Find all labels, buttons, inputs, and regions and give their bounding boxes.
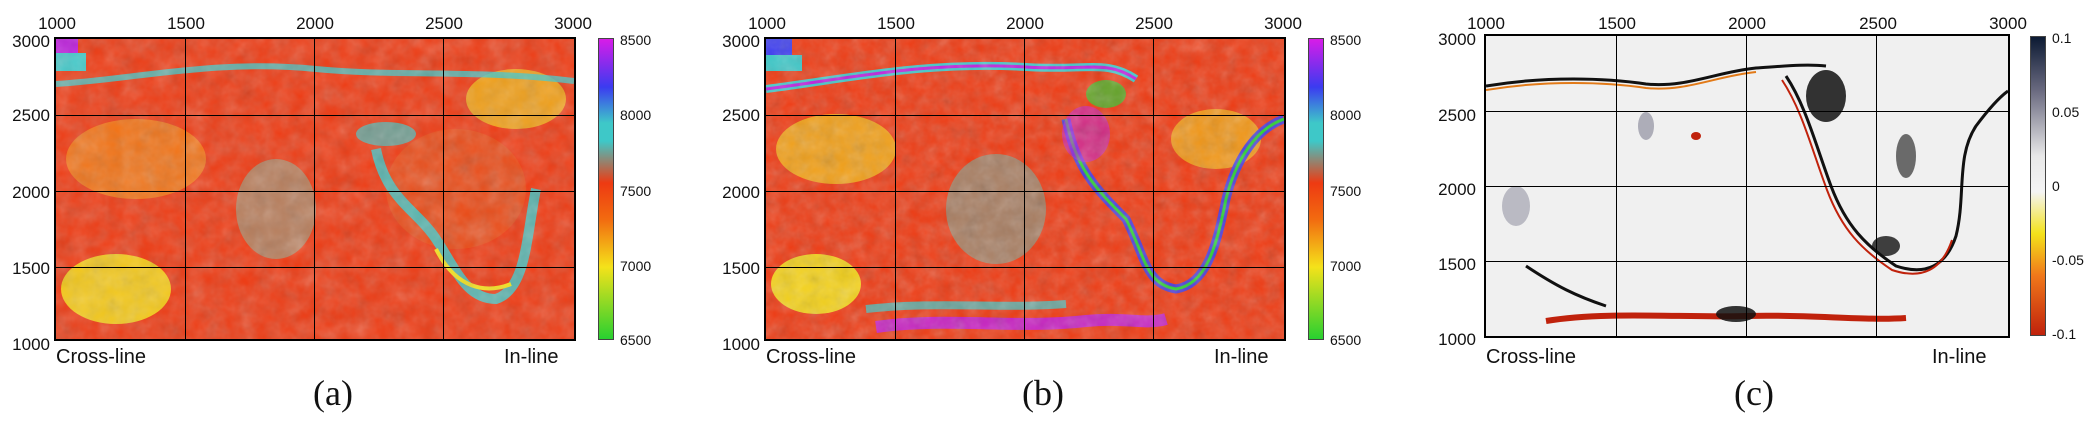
- x-tick: 1000: [1467, 14, 1505, 33]
- y-tick: 3000: [722, 32, 760, 51]
- difference-map-c: [1484, 34, 2010, 338]
- colorbar-b: [1308, 38, 1324, 340]
- y-tick: 2000: [722, 183, 760, 202]
- colorbar-tick: 6500: [620, 332, 652, 348]
- panel-a: 1000 1500 2000 2500 3000 3000 2500 2000 …: [0, 0, 651, 428]
- colorbar-tick: 8500: [1330, 32, 1362, 48]
- colorbar-tick: 8500: [620, 32, 652, 48]
- cross-line-label: Cross-line: [56, 346, 147, 368]
- y-tick: 1500: [722, 259, 760, 278]
- cross-line-label: Cross-line: [766, 346, 857, 368]
- in-line-label: In-line: [504, 346, 559, 368]
- y-tick: 2500: [722, 106, 760, 125]
- x-tick: 3000: [1264, 14, 1302, 33]
- colorbar-tick: 7000: [620, 258, 652, 274]
- x-tick: 2500: [425, 14, 463, 33]
- colorbar-tick: 0.1: [2052, 30, 2072, 46]
- y-tick: 2500: [12, 106, 50, 125]
- colorbar-tick: -0.1: [2052, 326, 2077, 342]
- velocity-map-a: [54, 37, 576, 341]
- velocity-map-a-image: [56, 39, 574, 339]
- in-line-label: In-line: [1214, 346, 1269, 368]
- colorbar-tick: 0: [2052, 178, 2060, 194]
- x-tick: 1500: [167, 14, 205, 33]
- x-tick: 1500: [877, 14, 915, 33]
- colorbar-a: [598, 38, 614, 340]
- cross-line-label: Cross-line: [1486, 346, 1577, 368]
- panel-b: 1000 1500 2000 2500 3000 3000 2500 2000 …: [710, 0, 1361, 428]
- colorbar-tick: -0.05: [2052, 252, 2084, 268]
- in-line-label: In-line: [1932, 346, 1987, 368]
- colorbar-tick: 7500: [620, 183, 652, 199]
- x-tick: 3000: [1989, 14, 2027, 33]
- colorbar-tick: 7500: [1330, 183, 1362, 199]
- x-tick: 1500: [1598, 14, 1636, 33]
- y-tick: 1500: [12, 259, 50, 278]
- y-tick: 2000: [12, 183, 50, 202]
- x-tick: 2000: [1728, 14, 1766, 33]
- caption-c: (c): [1734, 373, 1774, 413]
- colorbar-tick: 8000: [1330, 107, 1362, 123]
- x-tick: 1000: [38, 14, 76, 33]
- y-tick: 1500: [1438, 255, 1476, 274]
- velocity-map-b-image: [766, 39, 1284, 339]
- x-tick: 1000: [748, 14, 786, 33]
- colorbar-c: [2030, 36, 2046, 336]
- panel-c: 1000 1500 2000 2500 3000 3000 2500 2000 …: [1426, 0, 2094, 428]
- colorbar-tick: 6500: [1330, 332, 1362, 348]
- caption-b: (b): [1022, 373, 1064, 413]
- y-tick: 1000: [12, 335, 50, 354]
- x-tick: 2500: [1135, 14, 1173, 33]
- y-tick: 1000: [1438, 330, 1476, 349]
- x-tick: 3000: [554, 14, 592, 33]
- y-tick: 3000: [12, 32, 50, 51]
- x-tick: 2000: [1006, 14, 1044, 33]
- caption-a: (a): [313, 373, 353, 413]
- x-tick: 2000: [296, 14, 334, 33]
- y-tick: 3000: [1438, 30, 1476, 49]
- y-tick: 1000: [722, 335, 760, 354]
- colorbar-tick: 0.05: [2052, 104, 2080, 120]
- y-tick: 2000: [1438, 180, 1476, 199]
- colorbar-tick: 8000: [620, 107, 652, 123]
- velocity-map-b: [764, 37, 1286, 341]
- x-tick: 2500: [1859, 14, 1897, 33]
- y-tick: 2500: [1438, 106, 1476, 125]
- colorbar-tick: 7000: [1330, 258, 1362, 274]
